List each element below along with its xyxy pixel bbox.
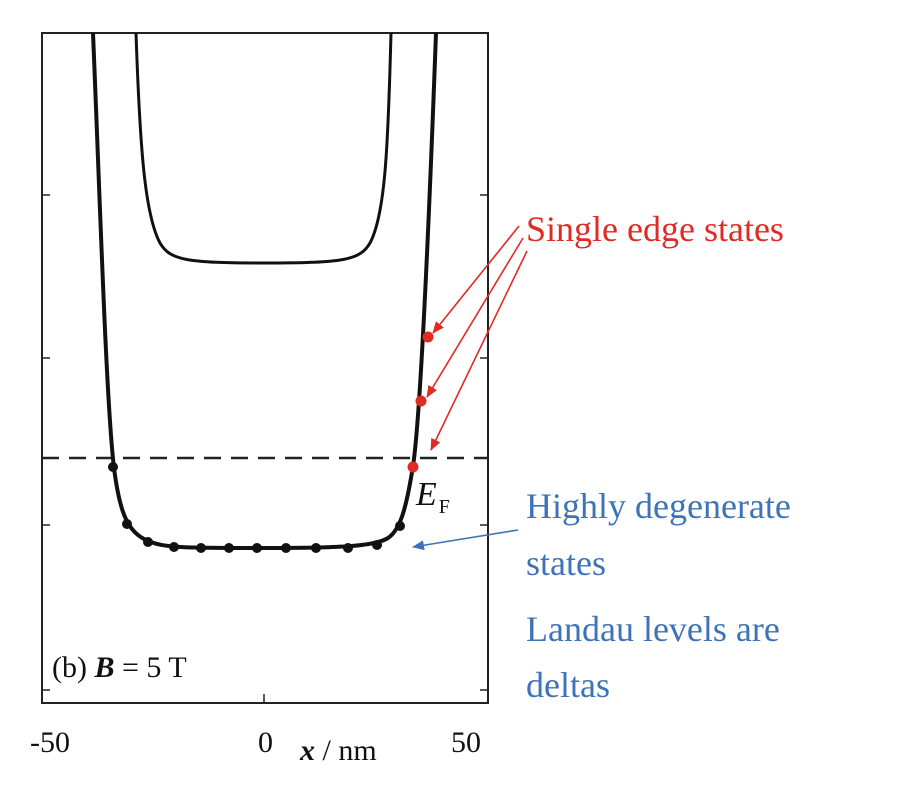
state-dot	[224, 543, 234, 553]
fermi-subscript: F	[439, 496, 450, 518]
state-dot	[108, 462, 118, 472]
state-dot	[169, 542, 179, 552]
second-landau-level-curve	[134, 32, 393, 265]
state-dot	[252, 543, 262, 553]
x-tick-label: 50	[451, 726, 481, 759]
state-dot	[281, 543, 291, 553]
field-value: = 5 T	[122, 651, 187, 684]
field-symbol: B	[93, 651, 114, 684]
edge-state-arrows	[426, 225, 528, 451]
degenerate-annotation-line1: Highly degenerate	[526, 486, 791, 526]
x-tick-label: -50	[30, 726, 70, 759]
edge-state-dot	[422, 331, 434, 343]
panel-label: (b) B = 5 T	[52, 651, 187, 684]
degenerate-annotation-line2: states	[526, 543, 606, 583]
edge-arrow	[426, 237, 524, 398]
x-axis-unit: / nm	[323, 734, 377, 767]
degenerate-state-dots	[108, 462, 405, 553]
state-dot	[343, 543, 353, 553]
x-axis-label: x / nm	[299, 734, 377, 767]
state-dot	[311, 543, 321, 553]
state-dot	[372, 540, 382, 550]
edge-state-dot	[407, 461, 419, 473]
edge-state-dots	[407, 331, 434, 473]
state-dot	[395, 521, 405, 531]
edge-arrow	[430, 250, 528, 451]
right-ticks	[480, 194, 488, 691]
landau-annotation-line1: Landau levels are	[526, 609, 780, 649]
x-tick-label: 0	[258, 726, 273, 759]
state-dot	[143, 537, 153, 547]
lowest-landau-level-curve	[91, 32, 438, 551]
state-dot	[196, 543, 206, 553]
plot-frame	[41, 32, 489, 704]
edge-state-dot	[415, 395, 427, 407]
degenerate-arrow	[412, 529, 519, 551]
edge-states-annotation: Single edge states	[526, 209, 784, 249]
landau-annotation-line2: deltas	[526, 665, 610, 705]
state-dot	[122, 519, 132, 529]
edge-arrow	[432, 225, 520, 334]
left-ticks	[42, 194, 50, 691]
